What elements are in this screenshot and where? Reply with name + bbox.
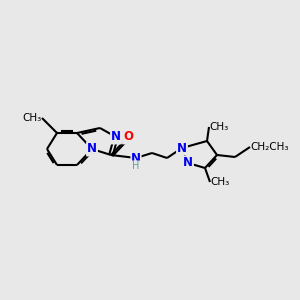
Text: N: N [177,142,187,154]
Text: CH₃: CH₃ [23,113,42,123]
Text: N: N [183,157,193,169]
Text: CH₂CH₃: CH₂CH₃ [250,142,289,152]
Text: N: N [111,130,121,143]
Text: H: H [132,161,140,171]
Text: O: O [123,130,133,143]
Text: N: N [131,152,141,164]
Text: N: N [87,142,97,155]
Text: CH₃: CH₃ [210,177,229,187]
Text: CH₃: CH₃ [209,122,228,132]
